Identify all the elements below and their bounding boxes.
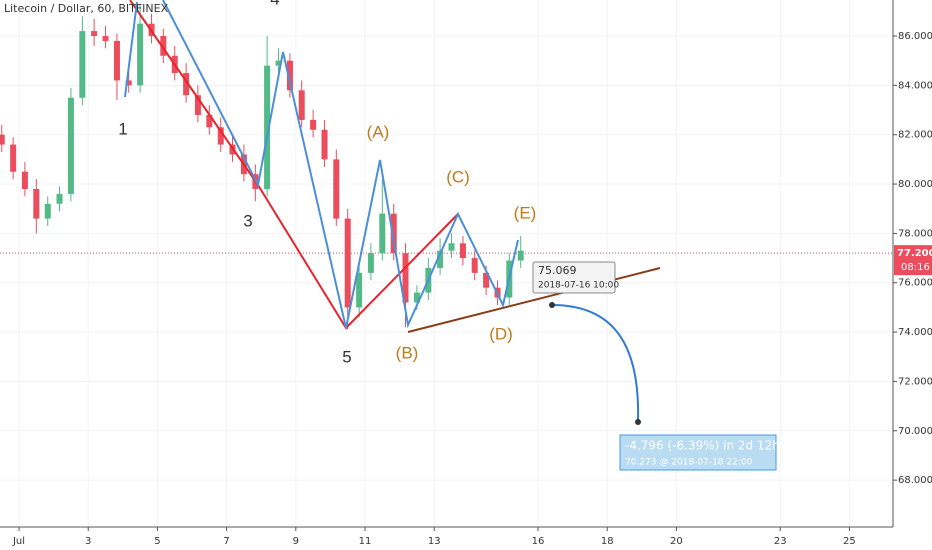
candle-body xyxy=(402,253,409,303)
y-tick-label: 78.000 xyxy=(898,228,932,239)
candle-body xyxy=(217,127,224,145)
x-tick-label: 3 xyxy=(85,536,91,547)
wave-label: (E) xyxy=(514,203,537,222)
wave-label: 3 xyxy=(243,211,252,230)
candle-body xyxy=(517,250,524,261)
trend-line xyxy=(407,267,661,333)
y-tick-label: 86.000 xyxy=(898,31,932,42)
candle-body xyxy=(275,60,282,66)
wave-label: 4 xyxy=(270,0,279,8)
anchor-dot xyxy=(549,302,555,308)
candle-body xyxy=(137,23,144,86)
x-tick-label: 18 xyxy=(601,536,614,547)
candle-body xyxy=(44,203,51,219)
projection-arrow xyxy=(551,304,640,421)
projection-target: 70.273 @ 2018-07-18 22:00 xyxy=(625,458,753,468)
candle-body xyxy=(437,250,444,268)
x-tick-label: 5 xyxy=(154,536,160,547)
price-marker-label: 77.200 xyxy=(897,248,932,259)
candle-body xyxy=(471,258,478,273)
candle-body xyxy=(67,97,74,194)
wave-label: (A) xyxy=(367,122,390,141)
y-tick-label: 74.000 xyxy=(898,327,932,338)
projection-change: -4.796 (-6.39%) in 2d 12h xyxy=(625,439,780,453)
y-tick-label: 84.000 xyxy=(898,80,932,91)
x-tick-label: 25 xyxy=(843,536,856,547)
candle-body xyxy=(483,272,490,288)
price-marker xyxy=(894,245,932,276)
x-tick-label: 23 xyxy=(774,536,787,547)
blue-wave-line xyxy=(124,1,138,98)
y-tick-label: 68.000 xyxy=(898,475,932,486)
y-tick-label: 76.000 xyxy=(898,278,932,289)
x-tick-label: Jul xyxy=(12,536,25,547)
y-tick-label: 80.000 xyxy=(898,179,932,190)
y-tick-label: 70.000 xyxy=(898,426,932,437)
candle-body xyxy=(310,119,317,130)
wave-label: 1 xyxy=(118,119,127,138)
wave-label: 5 xyxy=(342,347,351,366)
candle-body xyxy=(264,65,271,189)
wave-labels: 1 3 4 5 (A) (B) (C) (D) (E) xyxy=(118,0,536,366)
candle-body xyxy=(0,134,5,145)
candle-body xyxy=(10,144,17,172)
y-tick-label: 82.000 xyxy=(898,130,932,141)
candle-body xyxy=(91,31,98,37)
x-tick-label: 13 xyxy=(428,536,441,547)
time-axis xyxy=(0,527,893,550)
x-tick-label: 20 xyxy=(670,536,683,547)
candles xyxy=(0,3,524,330)
wave-label: (D) xyxy=(489,324,513,343)
red-wave-line xyxy=(129,0,459,330)
tooltip-box xyxy=(532,261,616,294)
wave-label: (B) xyxy=(396,343,419,362)
candle-body xyxy=(113,40,120,81)
x-tick-label: 16 xyxy=(532,536,545,547)
candle-body xyxy=(102,36,109,41)
blue-wave-line xyxy=(162,0,519,329)
candle-body xyxy=(459,243,466,259)
candle-body xyxy=(298,90,305,120)
y-tick-label: 72.000 xyxy=(898,376,932,387)
candle-body xyxy=(321,129,328,160)
candle-body xyxy=(448,243,455,251)
anchor-dot xyxy=(635,419,641,425)
chart-title: Litecoin / Dollar, 60, BITFINEX xyxy=(4,2,169,15)
tooltip-price: 75.069 xyxy=(538,264,577,277)
candle-body xyxy=(413,292,420,303)
x-tick-label: 7 xyxy=(223,536,229,547)
candle-body xyxy=(79,31,86,98)
wave-label: (C) xyxy=(446,167,470,186)
candle-body xyxy=(379,213,386,254)
candle-body xyxy=(194,95,201,115)
candle-body xyxy=(390,213,397,254)
candle-body xyxy=(286,60,293,91)
countdown: 08:16 xyxy=(901,262,930,273)
candle-body xyxy=(356,272,363,308)
candle-body xyxy=(160,36,167,56)
candle-body xyxy=(125,80,132,86)
axis-labels: 68.000 70.000 72.000 74.000 76.000 78.000 80.0… xyxy=(12,31,932,547)
projection-box xyxy=(619,434,777,471)
candle-body xyxy=(206,114,213,128)
candle-body xyxy=(183,73,190,96)
x-tick-label: 9 xyxy=(293,536,299,547)
candle-body xyxy=(333,159,340,219)
tooltip-time: 2018-07-16 10:00 xyxy=(538,281,619,291)
candle-body xyxy=(56,193,63,204)
candle-body xyxy=(344,218,351,308)
x-tick-label: 11 xyxy=(359,536,372,547)
candle-body xyxy=(21,171,28,189)
candle-body xyxy=(33,188,40,219)
candle-body xyxy=(367,253,374,273)
